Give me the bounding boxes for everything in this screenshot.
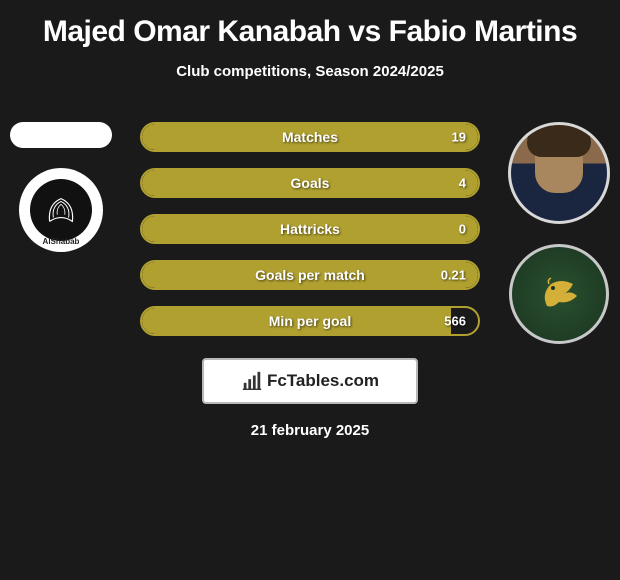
bar-hattricks: Hattricks 0 bbox=[140, 214, 480, 244]
bar-matches: Matches 19 bbox=[140, 122, 480, 152]
bar-label: Hattricks bbox=[280, 221, 340, 237]
bar-label: Goals bbox=[291, 175, 330, 191]
bar-goals: Goals 4 bbox=[140, 168, 480, 198]
bar-label: Matches bbox=[282, 129, 338, 145]
stat-bars: Matches 19 Goals 4 Hattricks 0 Goals per… bbox=[140, 122, 480, 336]
left-column: AlShabab bbox=[6, 122, 116, 252]
left-club-label: AlShabab bbox=[43, 237, 80, 246]
bar-value: 566 bbox=[444, 314, 466, 329]
date-label: 21 february 2025 bbox=[251, 422, 369, 439]
left-player-avatar bbox=[10, 122, 112, 148]
chart-icon bbox=[241, 370, 263, 392]
right-player-avatar bbox=[508, 122, 610, 224]
bar-value: 0 bbox=[459, 222, 466, 237]
bar-value: 0.21 bbox=[441, 268, 466, 283]
bar-label: Goals per match bbox=[255, 267, 365, 283]
khaleel-fc-icon bbox=[529, 264, 589, 324]
logo-text: FcTables.com bbox=[267, 371, 379, 391]
al-shabab-icon bbox=[42, 191, 80, 229]
stats-area: AlShabab Matches 19 Goals 4 bbox=[0, 122, 620, 336]
right-club-badge bbox=[509, 244, 609, 344]
left-club-badge: AlShabab bbox=[19, 168, 103, 252]
bar-goals-per-match: Goals per match 0.21 bbox=[140, 260, 480, 290]
bar-value: 19 bbox=[452, 130, 466, 145]
subtitle: Club competitions, Season 2024/2025 bbox=[176, 63, 444, 80]
bar-value: 4 bbox=[459, 176, 466, 191]
page-title: Majed Omar Kanabah vs Fabio Martins bbox=[43, 15, 577, 49]
bar-min-per-goal: Min per goal 566 bbox=[140, 306, 480, 336]
fctables-logo: FcTables.com bbox=[202, 358, 418, 404]
bar-label: Min per goal bbox=[269, 313, 351, 329]
right-column bbox=[504, 122, 614, 344]
